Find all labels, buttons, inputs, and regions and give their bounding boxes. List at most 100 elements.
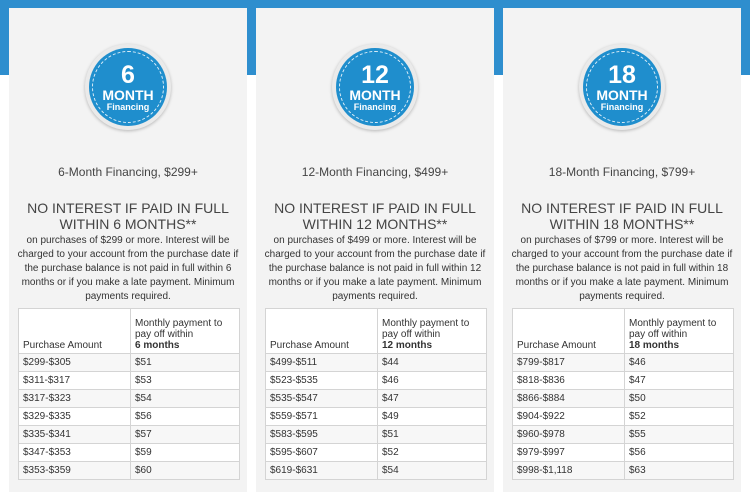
monthly-payment-cell: $51	[377, 425, 487, 444]
plan-headline: NO INTEREST IF PAID IN FULL WITHIN 12 MO…	[274, 200, 476, 232]
plan-subtitle: 18-Month Financing, $799+	[548, 165, 696, 179]
term-label: 18 months	[629, 340, 680, 351]
monthly-payment-cell: $57	[130, 425, 240, 444]
badge-word: MONTH	[349, 87, 401, 103]
table-row: $299-$305 $51	[18, 353, 240, 372]
monthly-payment-label: Monthly payment to pay off within	[382, 318, 470, 340]
table-header-row: Purchase Amount Monthly payment to pay o…	[18, 308, 240, 354]
purchase-amount-cell: $311-$317	[18, 371, 131, 390]
monthly-payment-cell: $55	[624, 425, 734, 444]
badge-number: 18	[608, 61, 636, 89]
plan-card-18-month: 18 MONTH Financing 18-Month Financing, $…	[503, 8, 741, 492]
monthly-payment-label: Monthly payment to pay off within	[135, 318, 223, 340]
monthly-payment-cell: $59	[130, 443, 240, 462]
table-row: $335-$341 $57	[18, 425, 240, 444]
table-row: $347-$353 $59	[18, 443, 240, 462]
payment-table: Purchase Amount Monthly payment to pay o…	[18, 308, 240, 480]
purchase-amount-cell: $335-$341	[18, 425, 131, 444]
payment-table: Purchase Amount Monthly payment to pay o…	[512, 308, 734, 480]
plan-subtitle: 12-Month Financing, $499+	[301, 165, 449, 179]
purchase-amount-cell: $818-$836	[512, 371, 625, 390]
plan-headline: NO INTEREST IF PAID IN FULL WITHIN 6 MON…	[27, 200, 229, 232]
table-row: $353-$359 $60	[18, 461, 240, 480]
badge-subtitle: Financing	[106, 102, 150, 112]
badge-word: MONTH	[596, 87, 648, 103]
monthly-payment-label: Monthly payment to pay off within	[629, 318, 717, 340]
term-label: 6 months	[135, 340, 180, 351]
table-header-row: Purchase Amount Monthly payment to pay o…	[265, 308, 487, 354]
column-header-purchase-amount: Purchase Amount	[265, 308, 378, 354]
table-header-row: Purchase Amount Monthly payment to pay o…	[512, 308, 734, 354]
monthly-payment-cell: $52	[377, 443, 487, 462]
term-label: 12 months	[382, 340, 433, 351]
badge-circle: 18 MONTH Financing	[583, 48, 661, 126]
monthly-payment-cell: $44	[377, 353, 487, 372]
column-header-purchase-amount: Purchase Amount	[18, 308, 131, 354]
monthly-payment-cell: $46	[624, 353, 734, 372]
table-row: $998-$1,118 $63	[512, 461, 734, 480]
table-row: $619-$631 $54	[265, 461, 487, 480]
monthly-payment-cell: $49	[377, 407, 487, 426]
table-row: $317-$323 $54	[18, 389, 240, 408]
purchase-amount-cell: $960-$978	[512, 425, 625, 444]
purchase-amount-cell: $866-$884	[512, 389, 625, 408]
table-row: $866-$884 $50	[512, 389, 734, 408]
table-row: $595-$607 $52	[265, 443, 487, 462]
badge-dashed-ring	[92, 51, 164, 123]
purchase-amount-cell: $347-$353	[18, 443, 131, 462]
purchase-amount-cell: $904-$922	[512, 407, 625, 426]
badge-dashed-ring	[586, 51, 658, 123]
monthly-payment-cell: $54	[130, 389, 240, 408]
purchase-amount-cell: $979-$997	[512, 443, 625, 462]
monthly-payment-cell: $53	[130, 371, 240, 390]
table-row: $523-$535 $46	[265, 371, 487, 390]
financing-badge: 6 MONTH Financing	[85, 44, 171, 130]
table-row: $818-$836 $47	[512, 371, 734, 390]
purchase-amount-cell: $583-$595	[265, 425, 378, 444]
table-row: $499-$511 $44	[265, 353, 487, 372]
purchase-amount-cell: $799-$817	[512, 353, 625, 372]
purchase-amount-cell: $499-$511	[265, 353, 378, 372]
badge-circle: 6 MONTH Financing	[89, 48, 167, 126]
column-header-purchase-amount: Purchase Amount	[512, 308, 625, 354]
purchase-amount-cell: $535-$547	[265, 389, 378, 408]
column-header-monthly-payment: Monthly payment to pay off within 12 mont…	[377, 308, 487, 354]
plan-card-12-month: 12 MONTH Financing 12-Month Financing, $…	[256, 8, 494, 492]
badge-circle: 12 MONTH Financing	[336, 48, 414, 126]
purchase-amount-cell: $317-$323	[18, 389, 131, 408]
financing-badge: 18 MONTH Financing	[579, 44, 665, 130]
column-header-monthly-payment: Monthly payment to pay off within 6 month…	[130, 308, 240, 354]
monthly-payment-cell: $56	[624, 443, 734, 462]
table-row: $559-$571 $49	[265, 407, 487, 426]
plan-description: on purchases of $299 or more. Interest w…	[17, 235, 239, 302]
monthly-payment-cell: $47	[624, 371, 734, 390]
plan-card-6-month: 6 MONTH Financing 6-Month Financing, $29…	[9, 8, 247, 492]
monthly-payment-cell: $54	[377, 461, 487, 480]
badge-dashed-ring	[339, 51, 411, 123]
purchase-amount-cell: $329-$335	[18, 407, 131, 426]
table-row: $311-$317 $53	[18, 371, 240, 390]
plan-description: on purchases of $499 or more. Interest w…	[264, 235, 486, 302]
monthly-payment-cell: $51	[130, 353, 240, 372]
table-row: $904-$922 $52	[512, 407, 734, 426]
monthly-payment-cell: $47	[377, 389, 487, 408]
purchase-amount-cell: $619-$631	[265, 461, 378, 480]
monthly-payment-cell: $56	[130, 407, 240, 426]
purchase-amount-cell: $559-$571	[265, 407, 378, 426]
badge-subtitle: Financing	[353, 102, 397, 112]
financing-badge: 12 MONTH Financing	[332, 44, 418, 130]
plan-headline: NO INTEREST IF PAID IN FULL WITHIN 18 MO…	[521, 200, 723, 232]
monthly-payment-cell: $63	[624, 461, 734, 480]
payment-table: Purchase Amount Monthly payment to pay o…	[265, 308, 487, 480]
badge-number: 6	[121, 61, 135, 89]
badge-word: MONTH	[102, 87, 154, 103]
purchase-amount-cell: $353-$359	[18, 461, 131, 480]
purchase-amount-cell: $998-$1,118	[512, 461, 625, 480]
plan-subtitle: 6-Month Financing, $299+	[58, 165, 198, 179]
badge-number: 12	[361, 61, 389, 89]
purchase-amount-cell: $523-$535	[265, 371, 378, 390]
monthly-payment-cell: $46	[377, 371, 487, 390]
table-row: $799-$817 $46	[512, 353, 734, 372]
table-row: $979-$997 $56	[512, 443, 734, 462]
badge-subtitle: Financing	[600, 102, 644, 112]
